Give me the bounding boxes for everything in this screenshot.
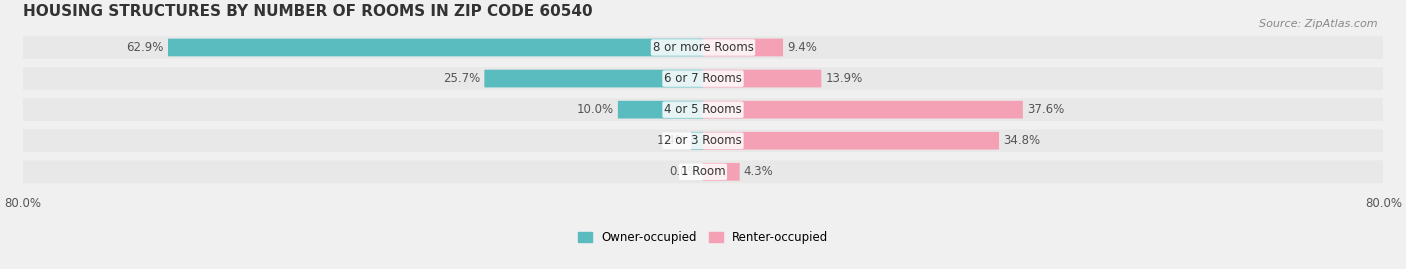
Text: 4 or 5 Rooms: 4 or 5 Rooms (664, 103, 742, 116)
Text: 8 or more Rooms: 8 or more Rooms (652, 41, 754, 54)
Text: 37.6%: 37.6% (1026, 103, 1064, 116)
FancyBboxPatch shape (22, 36, 1384, 59)
Text: 10.0%: 10.0% (576, 103, 613, 116)
FancyBboxPatch shape (703, 70, 821, 87)
FancyBboxPatch shape (22, 161, 1384, 183)
Text: 13.9%: 13.9% (825, 72, 863, 85)
Text: 62.9%: 62.9% (127, 41, 165, 54)
FancyBboxPatch shape (617, 101, 703, 119)
Legend: Owner-occupied, Renter-occupied: Owner-occupied, Renter-occupied (572, 226, 834, 249)
Text: 1.4%: 1.4% (657, 134, 688, 147)
Text: 0.0%: 0.0% (669, 165, 699, 178)
Text: 1 Room: 1 Room (681, 165, 725, 178)
Text: Source: ZipAtlas.com: Source: ZipAtlas.com (1260, 19, 1378, 29)
FancyBboxPatch shape (690, 132, 703, 150)
Text: HOUSING STRUCTURES BY NUMBER OF ROOMS IN ZIP CODE 60540: HOUSING STRUCTURES BY NUMBER OF ROOMS IN… (22, 4, 592, 19)
FancyBboxPatch shape (703, 163, 740, 181)
Text: 6 or 7 Rooms: 6 or 7 Rooms (664, 72, 742, 85)
Text: 2 or 3 Rooms: 2 or 3 Rooms (664, 134, 742, 147)
Text: 9.4%: 9.4% (787, 41, 817, 54)
FancyBboxPatch shape (484, 70, 703, 87)
Text: 25.7%: 25.7% (443, 72, 481, 85)
FancyBboxPatch shape (703, 101, 1022, 119)
FancyBboxPatch shape (703, 132, 1000, 150)
FancyBboxPatch shape (22, 129, 1384, 152)
FancyBboxPatch shape (22, 67, 1384, 90)
Text: 4.3%: 4.3% (744, 165, 773, 178)
FancyBboxPatch shape (703, 39, 783, 56)
Text: 34.8%: 34.8% (1004, 134, 1040, 147)
FancyBboxPatch shape (167, 39, 703, 56)
FancyBboxPatch shape (22, 98, 1384, 121)
